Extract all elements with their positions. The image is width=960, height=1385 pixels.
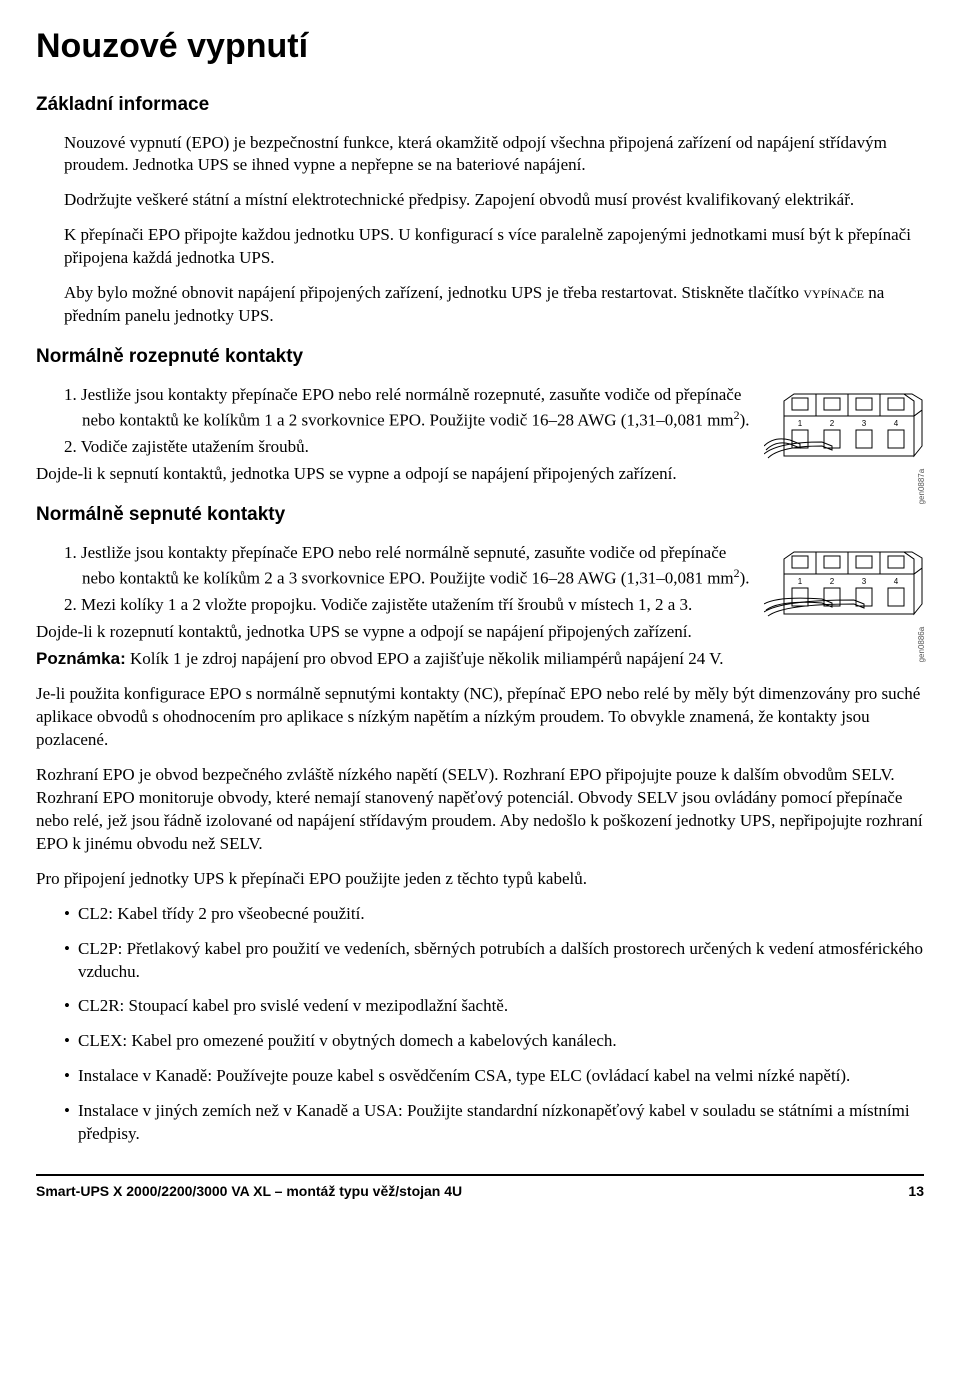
body-p3: Pro připojení jednotky UPS k přepínači E… — [36, 868, 924, 891]
svg-text:1: 1 — [798, 419, 803, 428]
body-p1: Je-li použita konfigurace EPO s normálně… — [36, 683, 924, 752]
connector-icon: 1 2 3 4 — [764, 544, 924, 629]
intro-p2: Dodržujte veškeré státní a místní elektr… — [64, 189, 924, 212]
svg-text:3: 3 — [862, 419, 867, 428]
page-title: Nouzové vypnutí — [36, 24, 924, 70]
body-p2: Rozhraní EPO je obvod bezpečného zvláště… — [36, 764, 924, 856]
no-contacts-block: 1 2 3 4 gen0887a 1. Jestliže jsou kontak… — [36, 384, 924, 486]
section-basic-info: Základní informace — [36, 92, 924, 118]
connector-figure-no: 1 2 3 4 gen0887a — [764, 386, 924, 471]
bullet-clex: CLEX: Kabel pro omezené použití v obytný… — [64, 1030, 924, 1053]
intro-p3: K přepínači EPO připojte každou jednotku… — [64, 224, 924, 270]
bullet-cl2r: CL2R: Stoupací kabel pro svislé vedení v… — [64, 995, 924, 1018]
footer-title: Smart-UPS X 2000/2200/3000 VA XL – montá… — [36, 1182, 462, 1201]
section-nc-contacts: Normálně sepnuté kontakty — [36, 502, 924, 528]
bullet-cl2p: CL2P: Přetlakový kabel pro použití ve ve… — [64, 938, 924, 984]
note-label: Poznámka: — [36, 649, 126, 668]
section-no-contacts: Normálně rozepnuté kontakty — [36, 344, 924, 370]
nc-contacts-block: 1 2 3 4 gen0886a 1. Jestliže jsou kontak… — [36, 542, 924, 644]
intro-block: Nouzové vypnutí (EPO) je bezpečnostní fu… — [64, 132, 924, 329]
connector-icon: 1 2 3 4 — [764, 386, 924, 471]
figure-label-nc: gen0886a — [917, 627, 928, 663]
footer-page-number: 13 — [908, 1182, 924, 1201]
svg-text:3: 3 — [862, 577, 867, 586]
cable-bullets: CL2: Kabel třídy 2 pro všeobecné použití… — [64, 903, 924, 1147]
connector-figure-nc: 1 2 3 4 gen0886a — [764, 544, 924, 629]
smallcaps-vypinace: vypínače — [803, 283, 864, 302]
bullet-other: Instalace v jiných zemích než v Kanadě a… — [64, 1100, 924, 1146]
intro-p4: Aby bylo možné obnovit napájení připojen… — [64, 282, 924, 328]
svg-text:1: 1 — [798, 577, 803, 586]
figure-label-no: gen0887a — [917, 469, 928, 505]
page-footer: Smart-UPS X 2000/2200/3000 VA XL – montá… — [36, 1174, 924, 1201]
note: Poznámka: Kolík 1 je zdroj napájení pro … — [36, 648, 924, 671]
intro-p1: Nouzové vypnutí (EPO) je bezpečnostní fu… — [64, 132, 924, 178]
svg-text:2: 2 — [830, 419, 835, 428]
svg-text:2: 2 — [830, 577, 835, 586]
bullet-cl2: CL2: Kabel třídy 2 pro všeobecné použití… — [64, 903, 924, 926]
svg-text:4: 4 — [894, 577, 899, 586]
bullet-canada: Instalace v Kanadě: Používejte pouze kab… — [64, 1065, 924, 1088]
svg-text:4: 4 — [894, 419, 899, 428]
